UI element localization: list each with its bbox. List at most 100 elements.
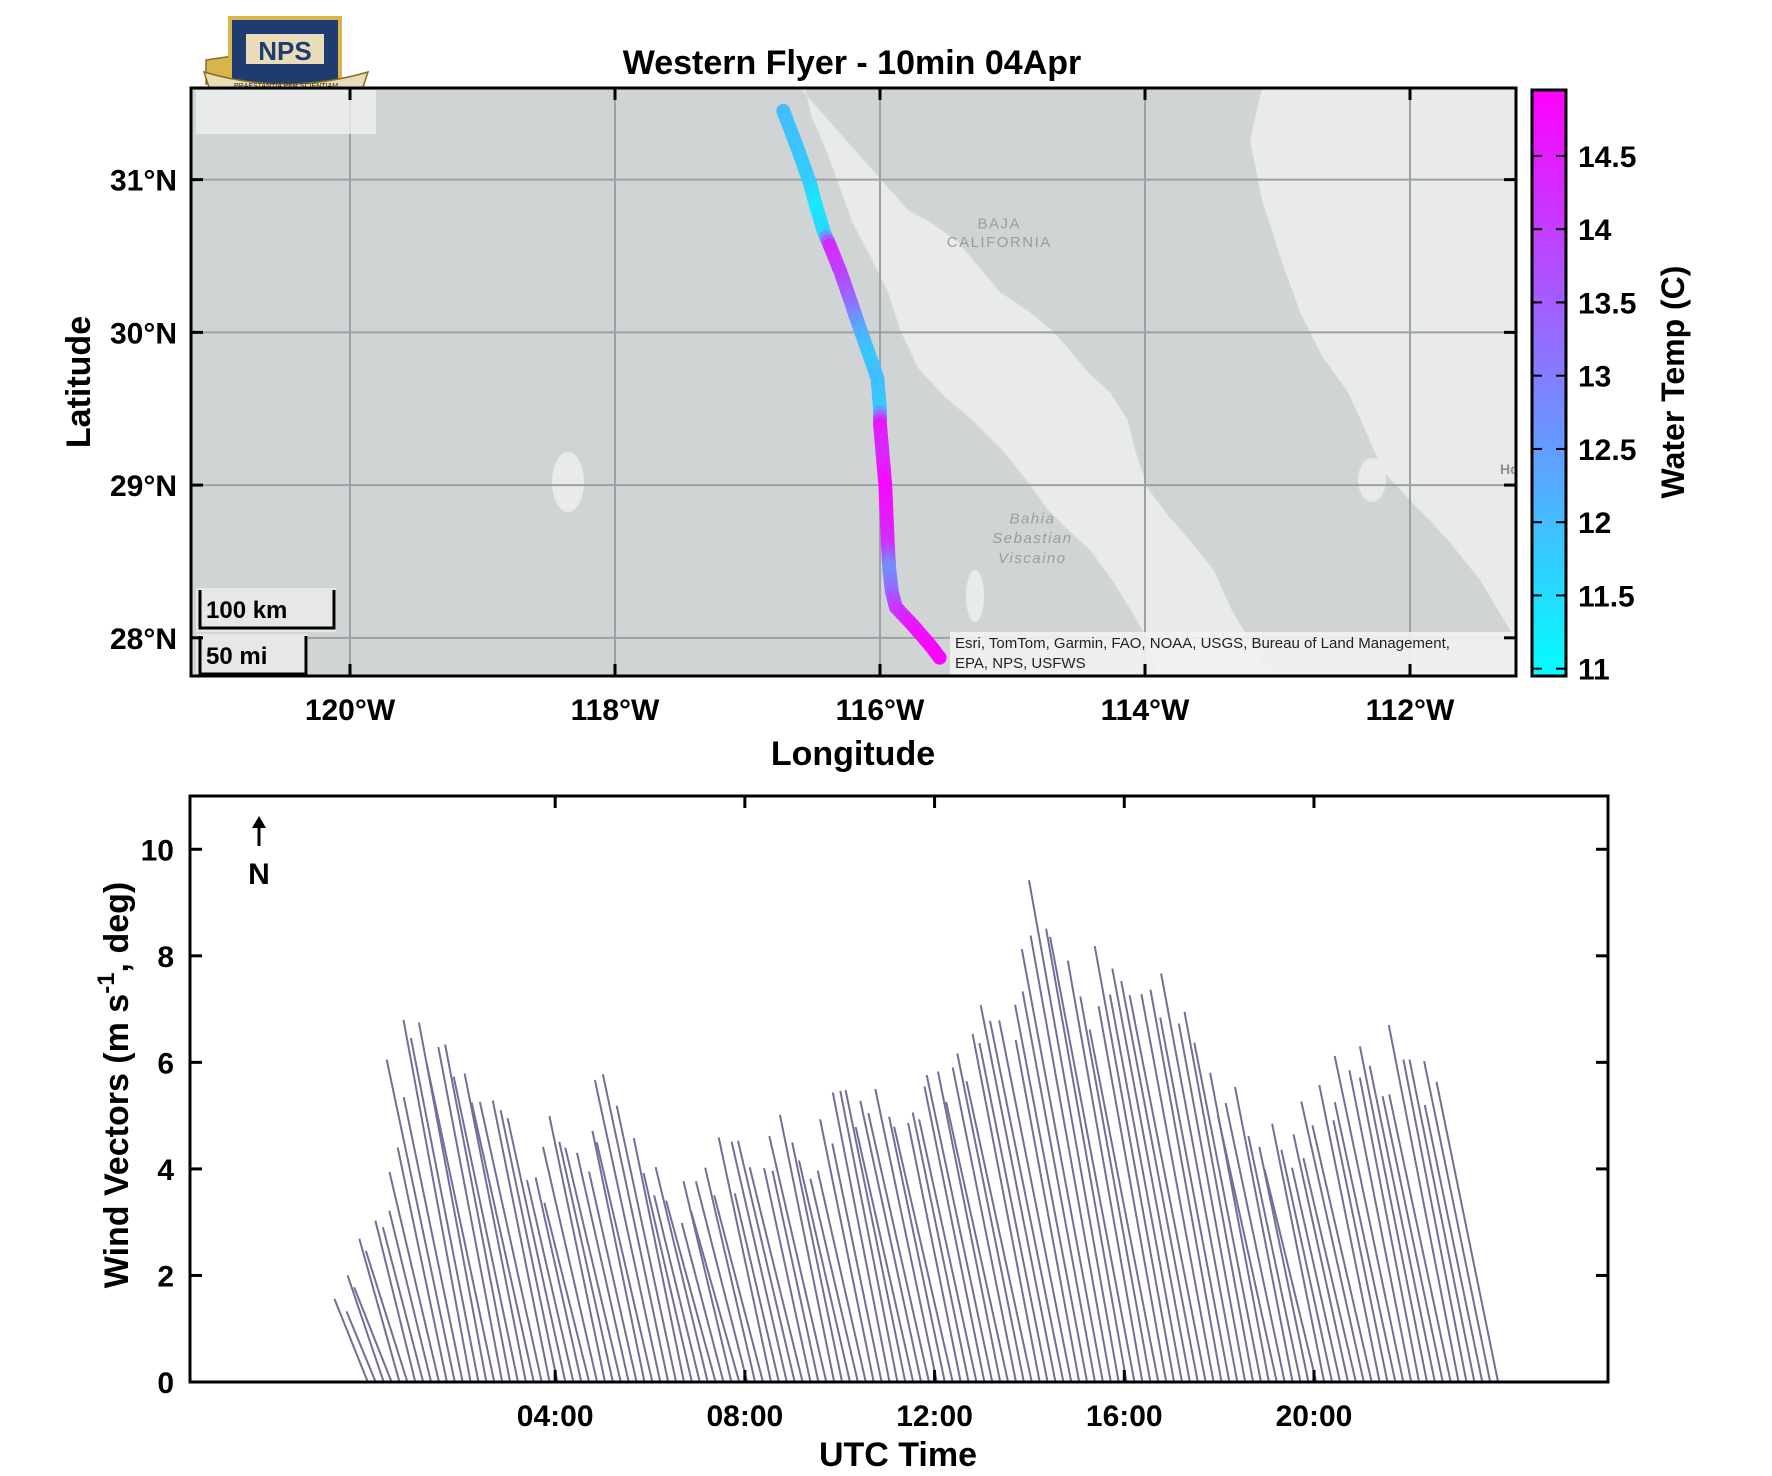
wind-vector-70	[859, 1100, 923, 1383]
map-xtick-label-0: 120°W	[305, 694, 396, 727]
colorbar-tick-label-5: 13.5	[1578, 287, 1636, 320]
map-ytick-label-3: 31°N	[110, 165, 177, 198]
wind-plot-area	[190, 796, 1608, 1382]
wind-vector-66	[831, 1092, 891, 1383]
map-attribution-line-2: EPA, NPS, USFWS	[955, 655, 1086, 672]
wind-vector-64	[819, 1119, 875, 1383]
wind-vector-118	[1247, 1135, 1302, 1383]
colorbar-tick-label-3: 12.5	[1578, 434, 1636, 467]
wind-vector-26	[526, 1179, 575, 1383]
wind-vector-42	[653, 1195, 701, 1383]
wind-vector-129	[1332, 1120, 1389, 1383]
wind-ylabel: Wind Vectors (m s-1, deg)	[93, 882, 136, 1288]
wind-vector-131	[1333, 1055, 1405, 1383]
map-xtick-label-3: 114°W	[1101, 694, 1190, 727]
wind-frame	[188, 794, 1610, 1384]
map-place-label-1: CALIFORNIA	[947, 234, 1052, 251]
wind-xtick-label-4: 20:00	[1276, 1400, 1353, 1433]
wind-vector-92	[1021, 991, 1096, 1383]
wind-vector-82	[951, 1067, 1017, 1383]
wind-vectors	[333, 880, 1500, 1383]
colorbar-tick-label-0: 11	[1578, 654, 1610, 687]
map-ytick-label-1: 29°N	[110, 470, 177, 503]
wind-vector-60	[791, 1142, 844, 1383]
colorbar-tick-label-2: 12	[1578, 507, 1611, 540]
wind-xtick-label-1: 08:00	[707, 1400, 784, 1433]
colorbar-tick-label-7: 14.5	[1578, 141, 1636, 174]
wind-vector-10	[396, 1147, 448, 1383]
wind-vector-2	[346, 1275, 385, 1383]
wind-vector-108	[1149, 989, 1223, 1383]
wind-vector-59	[778, 1114, 836, 1383]
map-axis-ticks: 120°W 118°W 116°W 114°W 112°W 28°N 29°N 30°N 31°…	[110, 88, 1516, 727]
map-attribution-line-1: Esri, TomTom, Garmin, FAO, NOAA, USGS, B…	[955, 635, 1450, 652]
wind-xlabel: UTC Time	[819, 1436, 977, 1474]
wind-vector-29	[542, 1146, 599, 1383]
wind-vector-73	[888, 1116, 946, 1383]
map-place-label-3: Sebastian	[992, 530, 1072, 547]
map-edge-label: Hc	[1500, 461, 1518, 477]
wind-vector-77	[918, 1119, 978, 1383]
map-ylabel: Latitude	[60, 316, 98, 448]
wind-vector-119	[1258, 1146, 1310, 1383]
wind-vector-138	[1387, 1024, 1460, 1383]
map-scalebar: 100 km 50 mi	[196, 588, 336, 676]
map-xtick-label-2: 116°W	[836, 694, 925, 727]
wind-vector-45	[680, 1222, 725, 1383]
wind-vector-78	[923, 1086, 986, 1383]
wind-vector-141	[1423, 1104, 1484, 1383]
wind-vector-111	[1177, 1023, 1247, 1383]
wind-vector-6	[374, 1220, 417, 1383]
wind-vector-94	[1029, 935, 1112, 1383]
map-ytick-label-0: 28°N	[110, 623, 177, 656]
wind-vector-86	[978, 1042, 1049, 1383]
wind-vector-7	[381, 1226, 425, 1383]
north-label: N	[248, 858, 270, 891]
wind-vector-113	[1193, 1042, 1262, 1383]
map-ytick-label-2: 30°N	[110, 317, 177, 350]
wind-ytick-label-2: 4	[157, 1154, 174, 1187]
wind-vector-23	[491, 1100, 551, 1383]
wind-vector-103	[1108, 994, 1183, 1383]
wind-vector-39	[615, 1105, 678, 1383]
wind-vector-120	[1263, 1169, 1318, 1383]
wind-vector-109	[1159, 1017, 1231, 1383]
wind-vector-125	[1302, 1157, 1357, 1383]
wind-vector-54	[737, 1140, 796, 1383]
wind-vector-67	[839, 1090, 899, 1383]
map-xtick-label-4: 112°W	[1366, 694, 1455, 727]
wind-vector-139	[1402, 1059, 1468, 1383]
wind-vector-123	[1291, 1167, 1342, 1383]
figure-title: Western Flyer - 10min 04Apr	[623, 44, 1082, 82]
wind-vector-55	[748, 1167, 804, 1383]
wind-vector-95	[1028, 880, 1120, 1383]
wind-vector-126	[1300, 1101, 1365, 1383]
wind-vector-140	[1408, 1059, 1476, 1383]
wind-axis-ticks: 0 2 4 6 8 10 04:00 08:00 12:00 16:00 20:00	[141, 796, 1608, 1433]
wind-vector-100	[1088, 1029, 1160, 1383]
wind-vector-97	[1049, 936, 1136, 1383]
colorbar-tick-label-6: 14	[1578, 214, 1612, 247]
wind-vector-71	[867, 1112, 930, 1383]
wind-vector-106	[1128, 995, 1207, 1383]
wind-vector-40	[632, 1137, 685, 1383]
scalebar-mi-label: 50 mi	[206, 643, 267, 670]
colorbar-gradient	[1530, 88, 1568, 678]
wind-vector-49	[704, 1167, 757, 1383]
wind-vector-0	[333, 1298, 369, 1383]
wind-vector-107	[1140, 993, 1215, 1383]
wind-vector-9	[388, 1171, 440, 1383]
wind-vector-52	[733, 1193, 780, 1383]
wind-vector-16	[425, 1061, 496, 1383]
wind-xtick-label-3: 16:00	[1086, 1400, 1163, 1433]
wind-vector-21	[470, 1102, 535, 1383]
wind-vector-134	[1358, 1046, 1428, 1383]
map-place-label-4: Viscaino	[998, 550, 1066, 567]
wind-vector-99	[1079, 996, 1152, 1383]
wind-vector-14	[409, 1037, 480, 1383]
map-island-angel	[1210, 399, 1230, 451]
wind-vector-51	[717, 1137, 772, 1383]
colorbar-label: Water Temp (C)	[1655, 266, 1691, 499]
wind-vector-83	[956, 1053, 1025, 1383]
